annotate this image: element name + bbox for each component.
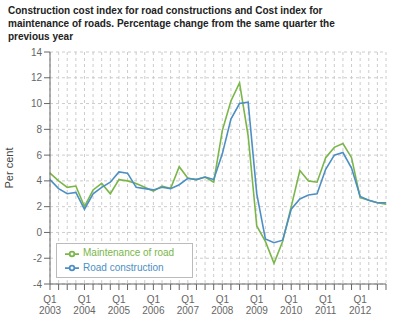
svg-text:8: 8 <box>36 124 42 135</box>
svg-text:Q12011: Q12011 <box>315 294 337 316</box>
svg-text:Q12010: Q12010 <box>280 294 303 316</box>
svg-text:-2: -2 <box>33 253 42 264</box>
svg-text:Q12012: Q12012 <box>349 294 372 316</box>
svg-text:Q12003: Q12003 <box>39 294 62 316</box>
svg-text:Q12008: Q12008 <box>211 294 234 316</box>
svg-text:10: 10 <box>31 98 43 109</box>
svg-text:Q12005: Q12005 <box>108 294 131 316</box>
svg-text:4: 4 <box>36 175 42 186</box>
html-text:Maintenance of road: Maintenance of road <box>83 247 175 259</box>
svg-text:0: 0 <box>36 227 42 238</box>
svg-text:Q12009: Q12009 <box>246 294 269 316</box>
svg-text:12: 12 <box>31 72 43 83</box>
svg-text:14: 14 <box>31 47 43 58</box>
html-text:Construction cost index for ro: Construction cost index for road constru… <box>8 5 335 42</box>
svg-text:Per cent: Per cent <box>8 148 15 189</box>
svg-text:2: 2 <box>36 201 42 212</box>
svg-text:-4: -4 <box>33 279 42 290</box>
svg-text:Q12006: Q12006 <box>142 294 165 316</box>
svg-text:Q12004: Q12004 <box>73 294 96 316</box>
svg-text:Q12007: Q12007 <box>177 294 200 316</box>
svg-text:6: 6 <box>36 150 42 161</box>
html-text:Road construction: Road construction <box>83 261 164 273</box>
